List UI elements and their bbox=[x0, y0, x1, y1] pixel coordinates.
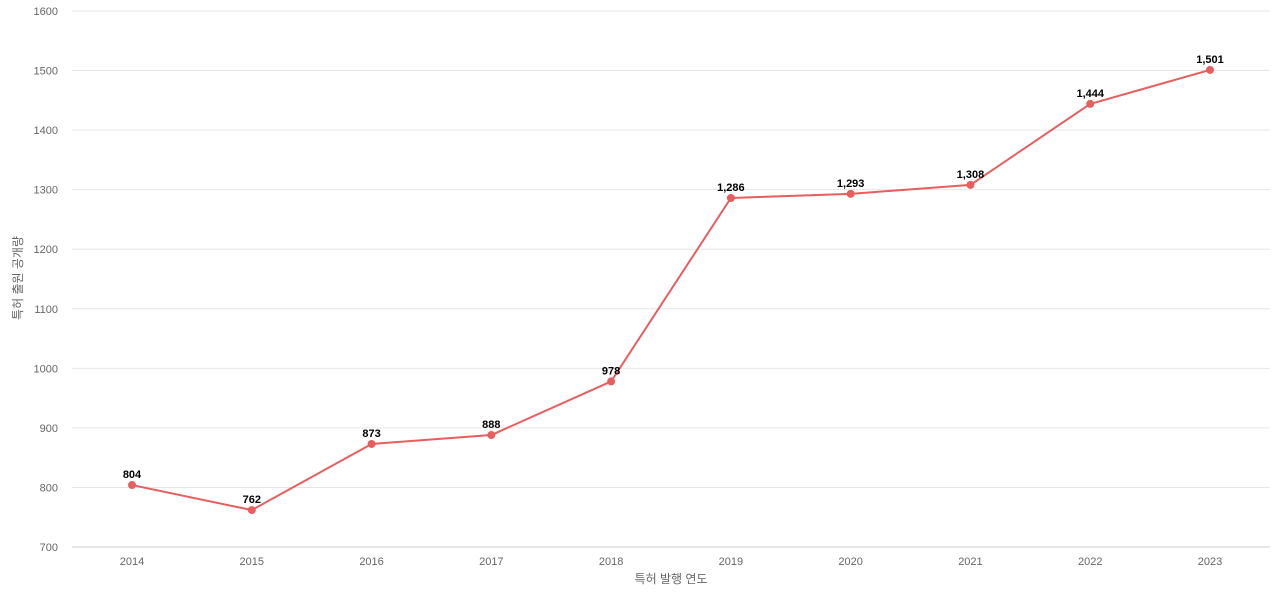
y-tick-label: 700 bbox=[40, 542, 58, 554]
data-label: 1,286 bbox=[717, 182, 745, 194]
x-axis-ticks: 2014 2015 2016 2017 2018 2019 2020 2021 2022 2023 bbox=[120, 556, 1222, 568]
y-tick-label: 1200 bbox=[34, 244, 58, 256]
x-axis-title: 특허 발행 연도 bbox=[635, 571, 708, 586]
y-tick-label: 800 bbox=[40, 482, 58, 494]
y-tick-label: 1500 bbox=[34, 66, 58, 78]
series-line-group bbox=[131, 68, 1211, 512]
data-label: 1,293 bbox=[837, 178, 865, 190]
series-line bbox=[131, 68, 1211, 512]
data-label: 888 bbox=[482, 419, 500, 431]
y-tick-label: 1100 bbox=[34, 304, 58, 316]
grid-lines bbox=[72, 10, 1270, 548]
data-point bbox=[726, 194, 735, 203]
y-axis-title: 특허 출원 공개량 bbox=[11, 236, 25, 320]
y-tick-label: 900 bbox=[40, 423, 58, 435]
data-label: 873 bbox=[362, 428, 380, 440]
y-tick-label: 1000 bbox=[34, 363, 58, 375]
data-label: 1,308 bbox=[957, 169, 985, 181]
data-label: 804 bbox=[123, 469, 142, 481]
data-point bbox=[607, 377, 616, 386]
data-labels: 804 762 873 888 978 1,286 1,293 1,308 1,444 1,501 bbox=[123, 54, 1224, 506]
data-label: 1,501 bbox=[1196, 54, 1224, 66]
x-tick-label: 2020 bbox=[838, 556, 862, 568]
data-point bbox=[846, 189, 855, 198]
data-label: 978 bbox=[602, 365, 620, 377]
x-tick-label: 2021 bbox=[958, 556, 982, 568]
data-label: 762 bbox=[243, 494, 261, 506]
data-point bbox=[966, 180, 975, 189]
data-point bbox=[247, 506, 256, 515]
data-point bbox=[1206, 65, 1214, 74]
x-tick-label: 2016 bbox=[359, 556, 383, 568]
x-tick-label: 2019 bbox=[719, 556, 743, 568]
y-tick-label: 1300 bbox=[34, 185, 58, 197]
data-label: 1,444 bbox=[1076, 88, 1104, 100]
x-tick-label: 2014 bbox=[120, 556, 144, 568]
y-tick-label: 1600 bbox=[34, 6, 58, 18]
data-point bbox=[1086, 99, 1095, 108]
data-points bbox=[128, 65, 1214, 515]
x-tick-label: 2018 bbox=[599, 556, 623, 568]
data-point bbox=[128, 481, 136, 490]
x-tick-label: 2015 bbox=[240, 556, 264, 568]
y-tick-label: 1400 bbox=[34, 125, 58, 137]
data-point bbox=[367, 439, 376, 448]
x-tick-label: 2023 bbox=[1198, 556, 1222, 568]
y-axis-ticks: 700 800 900 1000 1100 1200 1300 1400 1500 1600 bbox=[34, 6, 58, 554]
x-tick-label: 2022 bbox=[1078, 556, 1102, 568]
data-point bbox=[487, 431, 496, 440]
x-tick-label: 2017 bbox=[479, 556, 503, 568]
